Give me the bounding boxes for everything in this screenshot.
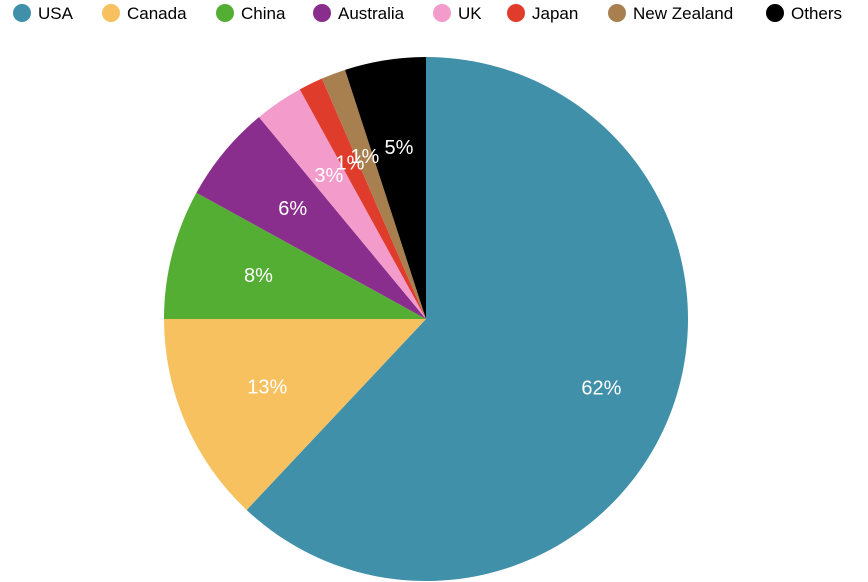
slice-label-new-zealand: 1% — [350, 146, 379, 168]
slice-label-china: 8% — [244, 265, 273, 287]
legend-item-canada[interactable]: Canada — [102, 4, 187, 23]
slice-china[interactable] — [164, 192, 426, 319]
legend-item-uk[interactable]: UK — [433, 4, 482, 23]
legend-item-australia[interactable]: Australia — [313, 4, 405, 23]
legend-swatch — [608, 4, 626, 22]
legend-swatch — [313, 4, 331, 22]
legend-item-japan[interactable]: Japan — [507, 4, 578, 23]
legend-swatch — [507, 4, 525, 22]
legend-label: Others — [791, 4, 842, 23]
slice-label-uk: 3% — [314, 165, 343, 187]
legend: USA Canada China Australia UK Japan New Zealan… — [13, 4, 842, 23]
slice-usa[interactable] — [246, 57, 689, 581]
slice-canada[interactable] — [164, 319, 426, 510]
slice-others[interactable] — [345, 57, 426, 319]
legend-label: Japan — [532, 4, 578, 23]
slice-japan[interactable] — [299, 78, 426, 320]
legend-label: UK — [458, 4, 482, 23]
legend-label: China — [241, 4, 286, 23]
legend-item-china[interactable]: China — [216, 4, 286, 23]
legend-swatch — [433, 4, 451, 22]
slice-australia[interactable] — [196, 117, 426, 319]
slice-label-australia: 6% — [278, 198, 307, 220]
legend-label: Canada — [127, 4, 187, 23]
legend-swatch — [13, 4, 31, 22]
slice-label-japan: 1% — [335, 153, 364, 175]
slice-label-canada: 13% — [247, 377, 287, 399]
slice-new-zealand[interactable] — [321, 69, 426, 319]
legend-label: New Zealand — [633, 4, 733, 23]
legend-swatch — [766, 4, 784, 22]
legend-swatch — [102, 4, 120, 22]
slice-label-others: 5% — [384, 137, 413, 159]
legend-swatch — [216, 4, 234, 22]
slice-labels: 62%13%8%6%3%1%1% 5% — [244, 137, 622, 399]
legend-label: USA — [38, 4, 74, 23]
slice-uk[interactable] — [258, 89, 426, 319]
slice-label-usa: 62% — [581, 377, 621, 399]
pie-slices — [164, 57, 689, 581]
legend-item-new-zealand[interactable]: New Zealand — [608, 4, 733, 23]
legend-item-others[interactable]: Others — [766, 4, 842, 23]
legend-item-usa[interactable]: USA — [13, 4, 74, 23]
legend-label: Australia — [338, 4, 405, 23]
